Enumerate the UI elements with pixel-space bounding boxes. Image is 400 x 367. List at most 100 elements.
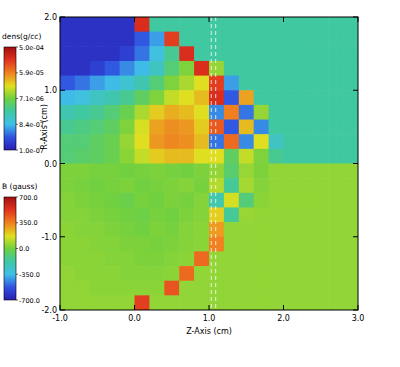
cell <box>254 251 270 266</box>
cell <box>105 61 121 76</box>
cell <box>120 105 136 120</box>
cell <box>224 266 240 281</box>
cell <box>328 17 344 32</box>
cell <box>179 281 195 296</box>
cell <box>135 237 151 252</box>
cell <box>149 222 165 237</box>
cell <box>224 46 240 61</box>
x-tick <box>134 305 135 310</box>
cell <box>328 90 344 105</box>
cell <box>313 266 329 281</box>
cell <box>179 17 195 32</box>
cell <box>239 222 255 237</box>
cell <box>105 207 121 222</box>
cell <box>284 105 300 120</box>
cell <box>224 222 240 237</box>
cell <box>313 237 329 252</box>
cell <box>120 222 136 237</box>
plot-frame <box>60 17 358 310</box>
cell <box>239 251 255 266</box>
cell <box>75 90 91 105</box>
chart: -1.00.01.02.03.0-2.0-1.00.01.02.0Z-Axis … <box>0 0 400 367</box>
cell <box>328 207 344 222</box>
cell <box>284 61 300 76</box>
y-tick-label: 2.0 <box>44 13 57 22</box>
cell <box>120 266 136 281</box>
cell <box>179 164 195 179</box>
cell <box>313 90 329 105</box>
cell <box>105 164 121 179</box>
x-tick <box>134 17 135 22</box>
cell <box>239 134 255 149</box>
cell <box>298 134 314 149</box>
cell <box>254 207 270 222</box>
cell <box>343 120 358 135</box>
cell <box>135 149 151 164</box>
colorbar-title: dens(g/cc) <box>2 32 41 41</box>
cell <box>298 222 314 237</box>
cell <box>269 120 285 135</box>
cell <box>328 32 344 47</box>
cell <box>135 207 151 222</box>
cell <box>120 134 136 149</box>
cell <box>60 17 76 32</box>
cell <box>298 61 314 76</box>
cell <box>224 193 240 208</box>
cell <box>149 90 165 105</box>
cell <box>313 295 329 310</box>
cell <box>164 164 180 179</box>
cell <box>224 149 240 164</box>
cell <box>120 120 136 135</box>
cell <box>120 193 136 208</box>
x-tick-label: 0.0 <box>128 314 141 323</box>
cell <box>194 281 210 296</box>
cell <box>90 251 106 266</box>
cell <box>269 76 285 91</box>
cell <box>135 17 151 32</box>
cell <box>313 149 329 164</box>
cell <box>194 76 210 91</box>
colorbar-tick-label: -700.0 <box>19 297 40 305</box>
cell <box>164 266 180 281</box>
cell <box>284 120 300 135</box>
cell <box>105 178 121 193</box>
cell <box>60 295 76 310</box>
x-tick-label: 2.0 <box>277 314 290 323</box>
cell <box>298 237 314 252</box>
cell <box>254 134 270 149</box>
x-tick-label: 1.0 <box>203 314 216 323</box>
cell <box>120 164 136 179</box>
cell <box>75 237 91 252</box>
cell <box>298 207 314 222</box>
colorbar-tick <box>16 98 18 99</box>
cell <box>149 281 165 296</box>
cell <box>284 46 300 61</box>
y-tick <box>60 17 65 18</box>
cell <box>194 120 210 135</box>
cell <box>90 266 106 281</box>
cell <box>328 120 344 135</box>
cell <box>194 164 210 179</box>
cell <box>90 178 106 193</box>
cell <box>60 222 76 237</box>
cell <box>149 237 165 252</box>
cell <box>149 178 165 193</box>
cell <box>254 222 270 237</box>
cell <box>179 251 195 266</box>
cell <box>194 222 210 237</box>
cell <box>164 46 180 61</box>
cell <box>269 237 285 252</box>
cell <box>60 134 76 149</box>
cell <box>135 61 151 76</box>
cell <box>194 266 210 281</box>
cell <box>149 164 165 179</box>
cell <box>224 61 240 76</box>
cell <box>328 266 344 281</box>
cell <box>313 281 329 296</box>
cell <box>75 134 91 149</box>
cell <box>298 295 314 310</box>
cell <box>284 164 300 179</box>
cell <box>194 295 210 310</box>
cell <box>194 237 210 252</box>
cell <box>90 281 106 296</box>
